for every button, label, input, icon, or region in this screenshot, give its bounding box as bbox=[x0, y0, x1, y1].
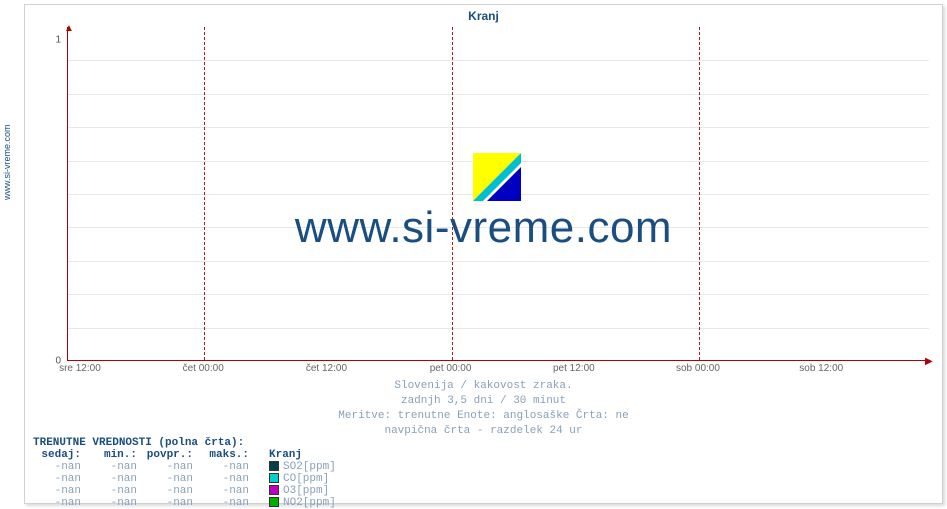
grid-line-h bbox=[68, 294, 929, 295]
col-avg: povpr.: bbox=[145, 449, 201, 461]
legend-cell-min: -nan bbox=[89, 473, 145, 485]
legend-series: CO[ppm] bbox=[257, 473, 344, 485]
color-swatch bbox=[269, 473, 279, 483]
legend-cell-avg: -nan bbox=[145, 497, 201, 509]
x-tick-label: čet 12:00 bbox=[306, 363, 347, 374]
color-swatch bbox=[269, 485, 279, 495]
legend-cell-min: -nan bbox=[89, 485, 145, 497]
day-divider bbox=[699, 27, 700, 360]
caption-line: zadnjh 3,5 dni / 30 minut bbox=[25, 394, 942, 409]
caption-line: Slovenija / kakovost zraka. bbox=[25, 379, 942, 394]
x-tick-label: sob 12:00 bbox=[799, 363, 843, 374]
col-now: sedaj: bbox=[33, 449, 89, 461]
watermark-text: www.si-vreme.com bbox=[25, 203, 942, 253]
legend-series: O3[ppm] bbox=[257, 485, 344, 497]
side-site-label: www.si-vreme.com bbox=[2, 124, 12, 200]
color-swatch bbox=[269, 497, 279, 507]
legend-series: NO2[ppm] bbox=[257, 497, 344, 509]
col-max: maks.: bbox=[201, 449, 257, 461]
grid-line-h bbox=[68, 60, 929, 61]
y-tick-label: 0 bbox=[25, 356, 61, 367]
legend-title: TRENUTNE VREDNOSTI (polna črta): bbox=[33, 437, 344, 449]
chart-title: Kranj bbox=[25, 9, 942, 23]
grid-line-h bbox=[68, 94, 929, 95]
legend-block: TRENUTNE VREDNOSTI (polna črta): sedaj: … bbox=[33, 437, 344, 509]
watermark-logo bbox=[473, 153, 521, 201]
col-loc: Kranj bbox=[257, 449, 344, 461]
legend-cell-avg: -nan bbox=[145, 473, 201, 485]
day-divider bbox=[204, 27, 205, 360]
legend-cell-max: -nan bbox=[201, 473, 257, 485]
grid-line-h bbox=[68, 127, 929, 128]
x-axis-arrow: ▶ bbox=[925, 356, 933, 367]
legend-cell-now: -nan bbox=[33, 461, 89, 473]
grid-line-h bbox=[68, 261, 929, 262]
caption-line: Meritve: trenutne Enote: anglosaške Črta… bbox=[25, 409, 942, 424]
legend-cell-max: -nan bbox=[201, 485, 257, 497]
legend-cell-min: -nan bbox=[89, 497, 145, 509]
chart-frame: Kranj ▲ ▶ www.si-vreme.com Slovenija / k… bbox=[24, 4, 943, 504]
day-divider bbox=[452, 27, 453, 360]
legend-table: sedaj: min.: povpr.: maks.: Kranj -nan-n… bbox=[33, 449, 344, 509]
color-swatch bbox=[269, 461, 279, 471]
x-tick-label: čet 00:00 bbox=[183, 363, 224, 374]
legend-row: -nan-nan-nan-nanNO2[ppm] bbox=[33, 497, 344, 509]
legend-cell-min: -nan bbox=[89, 461, 145, 473]
legend-cell-now: -nan bbox=[33, 497, 89, 509]
x-tick-label: sre 12:00 bbox=[59, 363, 101, 374]
x-tick-label: sob 00:00 bbox=[676, 363, 720, 374]
legend-row: -nan-nan-nan-nanCO[ppm] bbox=[33, 473, 344, 485]
legend-header-row: sedaj: min.: povpr.: maks.: Kranj bbox=[33, 449, 344, 461]
legend-series: SO2[ppm] bbox=[257, 461, 344, 473]
legend-cell-avg: -nan bbox=[145, 461, 201, 473]
legend-row: -nan-nan-nan-nanSO2[ppm] bbox=[33, 461, 344, 473]
col-min: min.: bbox=[89, 449, 145, 461]
legend-row: -nan-nan-nan-nanO3[ppm] bbox=[33, 485, 344, 497]
legend-cell-now: -nan bbox=[33, 485, 89, 497]
legend-cell-max: -nan bbox=[201, 461, 257, 473]
legend-cell-now: -nan bbox=[33, 473, 89, 485]
y-tick-label: 1 bbox=[25, 35, 61, 46]
chart-caption: Slovenija / kakovost zraka.zadnjh 3,5 dn… bbox=[25, 379, 942, 438]
legend-cell-avg: -nan bbox=[145, 485, 201, 497]
x-tick-label: pet 00:00 bbox=[430, 363, 472, 374]
grid-line-h bbox=[68, 328, 929, 329]
legend-cell-max: -nan bbox=[201, 497, 257, 509]
x-tick-label: pet 12:00 bbox=[553, 363, 595, 374]
